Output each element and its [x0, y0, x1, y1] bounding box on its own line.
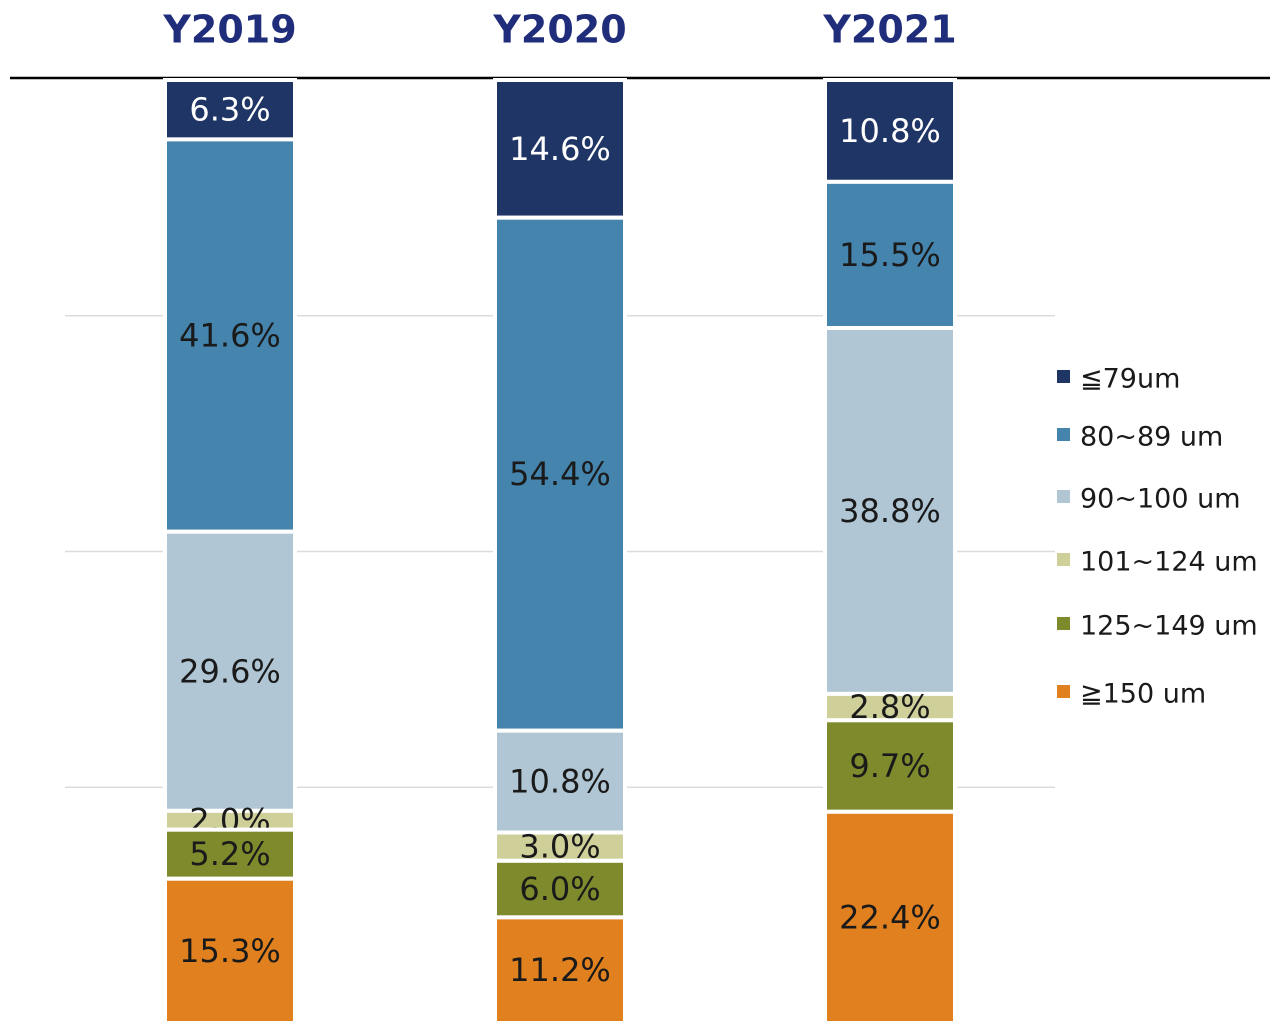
data-label: 22.4% — [839, 898, 941, 936]
legend-swatch — [1057, 685, 1070, 698]
category-label: Y2019 — [162, 8, 296, 52]
legend-label: 101~124 um — [1080, 547, 1258, 578]
bar-segment — [493, 215, 627, 733]
bar-segment — [823, 718, 957, 814]
bar-segment — [163, 529, 297, 813]
data-label: 9.7% — [849, 747, 930, 785]
legend-swatch — [1057, 553, 1070, 566]
data-label: 10.8% — [839, 112, 941, 150]
data-label: 14.6% — [509, 130, 611, 168]
bar-segment — [493, 728, 627, 835]
data-label: 6.3% — [189, 91, 270, 129]
bar-segment — [823, 179, 957, 331]
data-label: 29.6% — [179, 652, 281, 690]
data-label: 54.4% — [509, 455, 611, 493]
bar-segment — [823, 326, 957, 696]
data-label: 41.6% — [179, 317, 281, 355]
bar-segment — [823, 691, 957, 723]
category-label: Y2021 — [822, 8, 956, 52]
bar-segment — [823, 78, 957, 184]
legend-label: ≦79um — [1080, 364, 1180, 395]
data-label: 10.8% — [509, 763, 611, 801]
legend-swatch — [1057, 428, 1070, 441]
bar-segment — [163, 876, 297, 1023]
legend-swatch — [1057, 490, 1070, 503]
data-label: 6.0% — [519, 870, 600, 908]
bar-segment — [493, 78, 627, 220]
bar-segment — [163, 78, 297, 142]
legend-swatch — [1057, 370, 1070, 383]
bar-segment — [493, 858, 627, 920]
legend-label: 125~149 um — [1080, 611, 1258, 642]
data-label: 15.3% — [179, 932, 281, 970]
data-label: 38.8% — [839, 492, 941, 530]
data-label: 15.5% — [839, 236, 941, 274]
bar-segment — [823, 809, 957, 1023]
legend-label: 90~100 um — [1080, 484, 1241, 515]
legend-label: 80~89 um — [1080, 422, 1223, 453]
bar-segment — [493, 830, 627, 863]
bar-segment — [163, 827, 297, 881]
legend-label: ≧150 um — [1080, 679, 1206, 710]
data-label: 5.2% — [189, 835, 270, 873]
data-label: 11.2% — [509, 951, 611, 989]
category-label: Y2020 — [492, 8, 626, 52]
legend-swatch — [1057, 617, 1070, 630]
